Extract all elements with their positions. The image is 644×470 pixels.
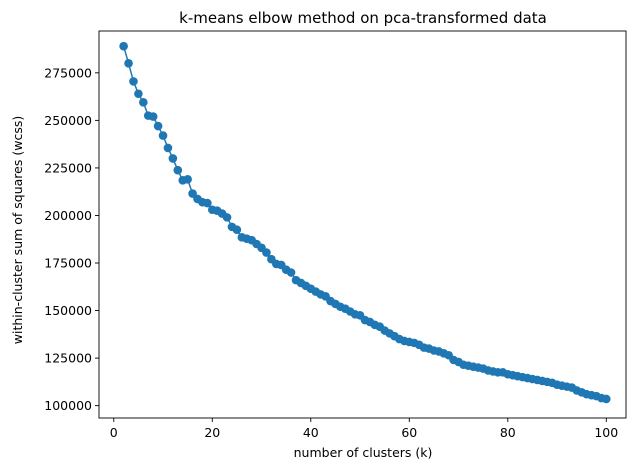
x-tick-label: 80 xyxy=(500,425,516,440)
data-point xyxy=(262,248,271,257)
data-point xyxy=(134,89,143,99)
x-tick-label: 0 xyxy=(110,425,118,440)
y-axis-title: within-cluster sum of squares (wcss) xyxy=(10,116,25,344)
ticks-layer: 0 20 40 60 80 100 100000 125000 150000 175000 2000… xyxy=(44,65,618,440)
data-point xyxy=(232,225,242,235)
axes-frame xyxy=(98,30,627,419)
y-tick-label: 275000 xyxy=(44,65,92,80)
series-layer xyxy=(119,41,611,404)
x-tick-label: 40 xyxy=(303,425,319,440)
data-point xyxy=(119,41,128,51)
data-point xyxy=(124,59,133,68)
x-axis-title: number of clusters (k) xyxy=(294,445,433,460)
data-point xyxy=(203,198,212,208)
plot-frame xyxy=(98,30,627,419)
x-tick-label: 100 xyxy=(594,425,618,440)
chart-title: k-means elbow method on pca-transformed … xyxy=(179,9,547,27)
data-point xyxy=(139,98,148,107)
y-tick-label: 175000 xyxy=(44,256,92,271)
data-point xyxy=(129,77,138,86)
data-point xyxy=(222,213,232,222)
y-tick-label: 225000 xyxy=(44,160,92,175)
data-point xyxy=(148,112,158,121)
data-point xyxy=(163,143,173,153)
data-point xyxy=(286,268,296,277)
y-tick-label: 150000 xyxy=(44,303,92,318)
data-point xyxy=(173,165,183,175)
data-point xyxy=(183,175,192,184)
data-point xyxy=(168,154,178,163)
y-tick-label: 200000 xyxy=(44,208,92,223)
data-point xyxy=(601,394,611,404)
x-tick-label: 20 xyxy=(204,425,220,440)
y-tick-label: 250000 xyxy=(44,113,92,128)
x-tick-label: 60 xyxy=(401,425,417,440)
data-point xyxy=(153,121,163,131)
y-tick-label: 125000 xyxy=(44,351,92,366)
y-tick-label: 100000 xyxy=(44,398,92,413)
series-line xyxy=(122,46,607,400)
data-point xyxy=(158,131,168,140)
